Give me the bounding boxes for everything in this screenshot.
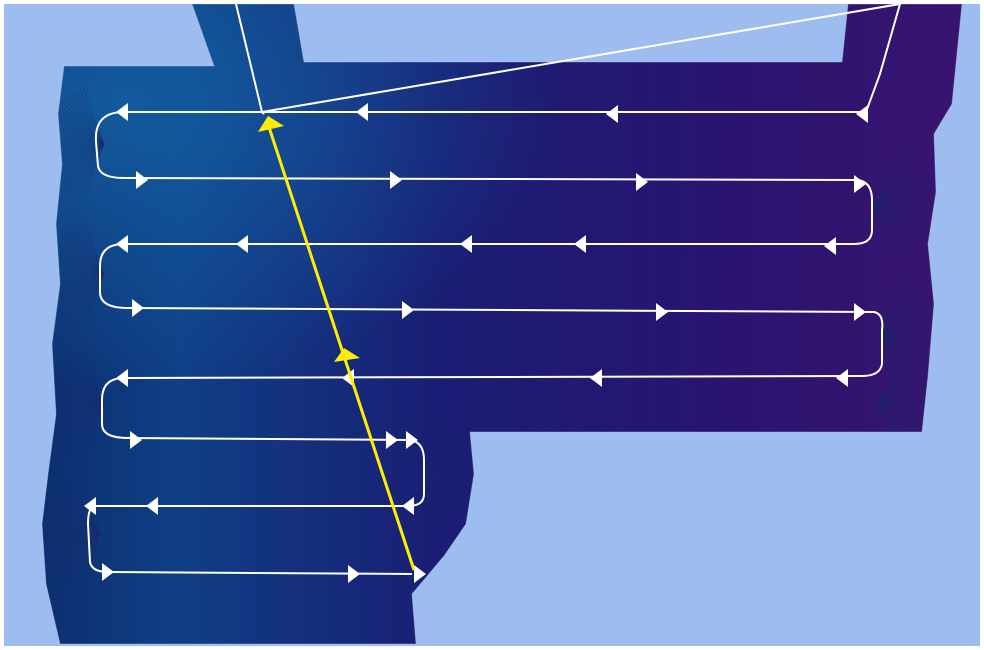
arrow-right-icon (348, 565, 360, 583)
arrow-right-icon (414, 565, 426, 583)
arrow-left-icon (836, 369, 848, 387)
arrow-left-icon (116, 103, 128, 121)
arrow-right-icon (136, 171, 148, 189)
arrow-left-icon (146, 497, 158, 515)
arrow-left-icon (116, 235, 128, 253)
arrow-left-icon (824, 237, 836, 255)
arrow-right-icon (102, 563, 114, 581)
arrow-left-icon (856, 105, 868, 123)
arrow-right-icon (402, 301, 414, 319)
track-direction-arrows (84, 103, 868, 583)
arrow-left-icon (236, 235, 248, 253)
arrow-right-icon (132, 299, 144, 317)
coverage-outline (41, 4, 963, 645)
vessel-track (86, 4, 902, 575)
arrow-left-icon (356, 103, 368, 121)
arrow-right-icon (854, 175, 866, 193)
arrow-right-icon (406, 431, 418, 449)
transect-arrow-icon (258, 116, 284, 132)
arrow-right-icon (854, 303, 866, 321)
transect-arrow-icon (334, 348, 360, 362)
arrow-left-icon (460, 235, 472, 253)
transect-line[interactable] (266, 123, 416, 571)
arrow-left-icon (84, 497, 96, 515)
arrow-right-icon (656, 303, 668, 321)
arrow-left-icon (402, 497, 414, 515)
arrow-right-icon (390, 171, 402, 189)
arrow-left-icon (574, 235, 586, 253)
arrow-left-icon (116, 369, 128, 387)
arrow-right-icon (386, 431, 398, 449)
map-canvas[interactable] (4, 4, 980, 646)
arrow-left-icon (590, 369, 602, 387)
arrow-right-icon (130, 431, 142, 449)
arrow-right-icon (636, 173, 648, 191)
vessel-track-entry (261, 111, 265, 115)
arrow-left-icon (606, 105, 618, 123)
